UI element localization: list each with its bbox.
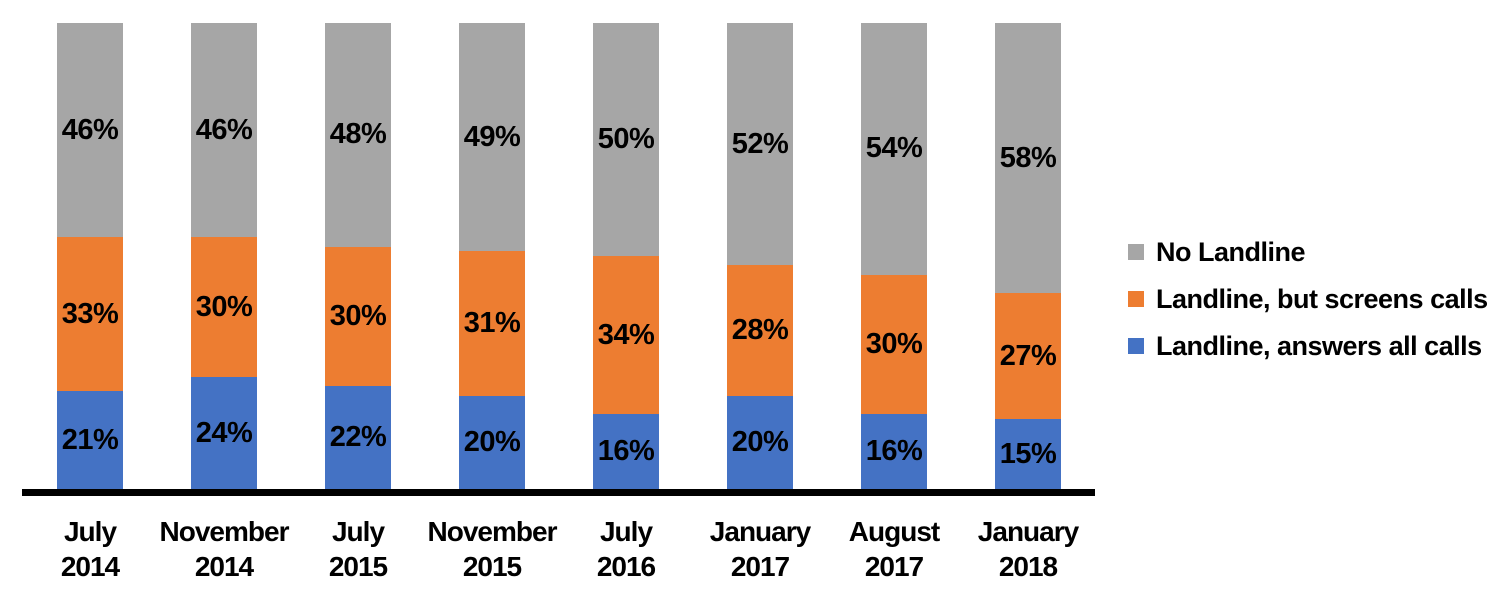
x-tick-label: January 2018	[948, 514, 1108, 584]
legend-item: Landline, answers all calls	[1128, 330, 1488, 362]
bar-segment: 30%	[325, 246, 391, 387]
data-label: 30%	[329, 300, 387, 333]
legend-label: No Landline	[1156, 236, 1306, 267]
bar-segment: 50%	[593, 23, 659, 256]
legend-label: Landline, but screens calls	[1156, 283, 1488, 314]
x-tick-year: 2017	[730, 551, 790, 582]
bar-segment: 24%	[191, 377, 257, 489]
bar-segment: 58%	[995, 23, 1061, 294]
data-label: 31%	[463, 307, 521, 340]
legend-swatch-icon	[1128, 338, 1144, 354]
data-label: 49%	[463, 120, 521, 153]
data-label: 16%	[865, 435, 923, 468]
data-label: 28%	[731, 314, 789, 347]
x-tick-year: 2017	[864, 551, 924, 582]
bar-segment: 33%	[57, 237, 123, 392]
data-label: 52%	[731, 127, 789, 160]
legend-swatch-icon	[1128, 291, 1144, 307]
bar-segment: 46%	[191, 23, 257, 238]
legend-item: No Landline	[1128, 236, 1488, 268]
x-tick-year: 2015	[328, 551, 388, 582]
x-tick-month: January	[977, 516, 1079, 547]
x-tick-label: November 2014	[144, 514, 304, 584]
x-tick-label: January 2017	[680, 514, 840, 584]
bar-segment: 28%	[727, 265, 793, 396]
x-tick-year: 2014	[60, 551, 120, 582]
bar-segment: 48%	[325, 23, 391, 247]
legend-item: Landline, but screens calls	[1128, 283, 1488, 315]
data-label: 20%	[463, 425, 521, 458]
data-label: 30%	[865, 328, 923, 361]
x-tick-month: July	[599, 516, 653, 547]
data-label: 48%	[329, 118, 387, 151]
data-label: 21%	[61, 423, 119, 456]
bar-november-2014: 24% 30% 46%	[191, 23, 257, 489]
bar-segment: 22%	[325, 386, 391, 489]
data-label: 27%	[999, 339, 1057, 372]
bar-segment: 34%	[593, 256, 659, 415]
x-tick-label: July 2015	[278, 514, 438, 584]
x-tick-month: November	[427, 516, 558, 547]
data-label: 54%	[865, 132, 923, 165]
legend-label: Landline, answers all calls	[1156, 330, 1482, 361]
x-tick-label: July 2016	[546, 514, 706, 584]
data-label: 46%	[195, 113, 253, 146]
bar-july-2014: 21% 33% 46%	[57, 23, 123, 489]
x-tick-year: 2018	[998, 551, 1058, 582]
bar-segment: 30%	[191, 237, 257, 378]
bar-segment: 16%	[861, 414, 927, 489]
bar-segment: 46%	[57, 23, 123, 238]
bar-july-2016: 16% 34% 50%	[593, 23, 659, 489]
x-tick-year: 2016	[596, 551, 656, 582]
data-label: 20%	[731, 425, 789, 458]
x-tick-month: August	[848, 516, 940, 547]
data-label: 15%	[999, 437, 1057, 470]
data-label: 46%	[61, 113, 119, 146]
bar-august-2017: 16% 30% 54%	[861, 23, 927, 489]
x-tick-label: August 2017	[814, 514, 974, 584]
x-tick-month: July	[63, 516, 117, 547]
data-label: 34%	[597, 318, 655, 351]
bar-segment: 54%	[861, 23, 927, 275]
x-tick-label: July 2014	[10, 514, 170, 584]
x-tick-month: January	[709, 516, 811, 547]
bar-november-2015: 20% 31% 49%	[459, 23, 525, 489]
data-label: 58%	[999, 141, 1057, 174]
x-tick-month: July	[331, 516, 385, 547]
x-tick-year: 2015	[462, 551, 522, 582]
bar-segment: 20%	[459, 395, 525, 489]
bar-segment: 52%	[727, 23, 793, 266]
bar-segment: 21%	[57, 391, 123, 489]
legend: No Landline Landline, but screens calls La…	[1128, 236, 1488, 377]
data-label: 30%	[195, 290, 253, 323]
bar-segment: 15%	[995, 419, 1061, 489]
bar-july-2015: 22% 30% 48%	[325, 23, 391, 489]
data-label: 50%	[597, 123, 655, 155]
data-label: 16%	[597, 435, 655, 468]
x-axis-line	[22, 489, 1095, 496]
x-tick-year: 2014	[194, 551, 254, 582]
bar-segment: 20%	[727, 395, 793, 489]
data-label: 24%	[195, 416, 253, 449]
bar-january-2017: 20% 28% 52%	[727, 23, 793, 489]
data-label: 33%	[61, 297, 119, 330]
bar-segment: 27%	[995, 293, 1061, 420]
bar-january-2018: 15% 27% 58%	[995, 23, 1061, 489]
bar-segment: 16%	[593, 414, 659, 489]
x-tick-month: November	[159, 516, 290, 547]
legend-swatch-icon	[1128, 244, 1144, 260]
data-label: 22%	[329, 421, 387, 454]
bar-segment: 31%	[459, 251, 525, 396]
bar-segment: 30%	[861, 274, 927, 415]
bar-segment: 49%	[459, 23, 525, 252]
x-tick-label: November 2015	[412, 514, 572, 584]
